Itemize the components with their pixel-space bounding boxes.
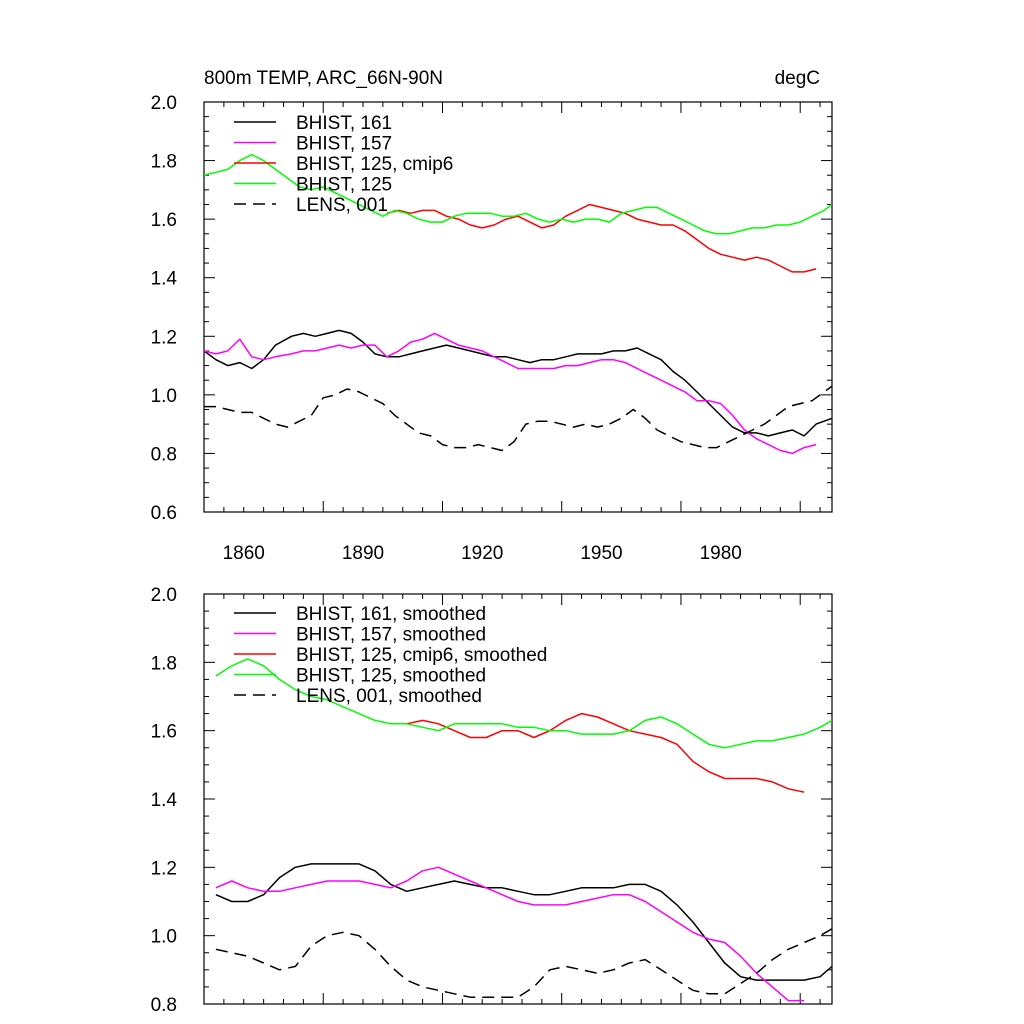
y-tick-label: 1.0	[151, 927, 177, 948]
series-line-bhist-161-smoothed	[215, 863, 832, 981]
figure-title: 800m TEMP, ARC_66N-90N	[204, 68, 443, 89]
y-tick-label: 2.0	[151, 93, 177, 114]
legend-label: LENS, 001	[296, 195, 388, 216]
series-line-bhist-157	[204, 332, 817, 455]
x-tick-label: 1890	[342, 543, 384, 564]
x-tick-label: 1860	[223, 543, 265, 564]
series-line-bhist-125	[204, 153, 832, 235]
legend-label: BHIST, 161, smoothed	[296, 604, 486, 625]
y-tick-label: 1.6	[151, 210, 177, 231]
x-tick-label: 1950	[580, 543, 622, 564]
y-tick-label: 0.8	[151, 444, 177, 465]
legend-label: LENS, 001, smoothed	[296, 686, 482, 707]
figure-units: degC	[775, 68, 820, 89]
series-line-bhist-125-cmip6	[386, 203, 817, 273]
series-line-bhist-125-cmip6-smoothed	[390, 712, 805, 793]
y-tick-label: 1.2	[151, 327, 177, 348]
y-tick-label: 1.2	[151, 858, 177, 879]
series-line-bhist-125-smoothed	[215, 658, 832, 749]
x-tick-label: 1920	[461, 543, 503, 564]
y-tick-label: 0.6	[151, 503, 177, 524]
legend-label: BHIST, 157	[296, 134, 392, 155]
y-tick-label: 2.0	[151, 585, 177, 606]
panel-top: 1860 1890 1920 1950 1980 0.6 0.8 1.0 1.2 1.4 1.6 1.…	[151, 93, 833, 564]
legend-label: BHIST, 125, cmip6	[296, 154, 453, 175]
legend-label: BHIST, 125, cmip6, smoothed	[296, 645, 547, 666]
y-tick-label: 1.8	[151, 152, 177, 173]
panel-bottom: 0.8 1.0 1.2 1.4 1.6 1.8 2.0 BHIST, 161, smoothe…	[151, 585, 833, 1016]
legend-label: BHIST, 157, smoothed	[296, 625, 486, 646]
legend-label: BHIST, 125, smoothed	[296, 666, 486, 687]
legend-label: BHIST, 161	[296, 113, 392, 134]
y-tick-label: 0.8	[151, 995, 177, 1016]
series-line-bhist-161	[204, 329, 832, 437]
legend-label: BHIST, 125	[296, 175, 392, 196]
x-tick-label: 1980	[700, 543, 742, 564]
series-line-lens-001-smoothed	[215, 928, 832, 998]
y-tick-label: 1.0	[151, 386, 177, 407]
y-tick-label: 1.8	[151, 653, 177, 674]
series-line-bhist-157-smoothed	[215, 866, 805, 1002]
y-tick-label: 1.6	[151, 722, 177, 743]
series-line-lens-001	[204, 385, 832, 452]
y-tick-label: 1.4	[151, 790, 178, 811]
y-tick-label: 1.4	[151, 269, 178, 290]
